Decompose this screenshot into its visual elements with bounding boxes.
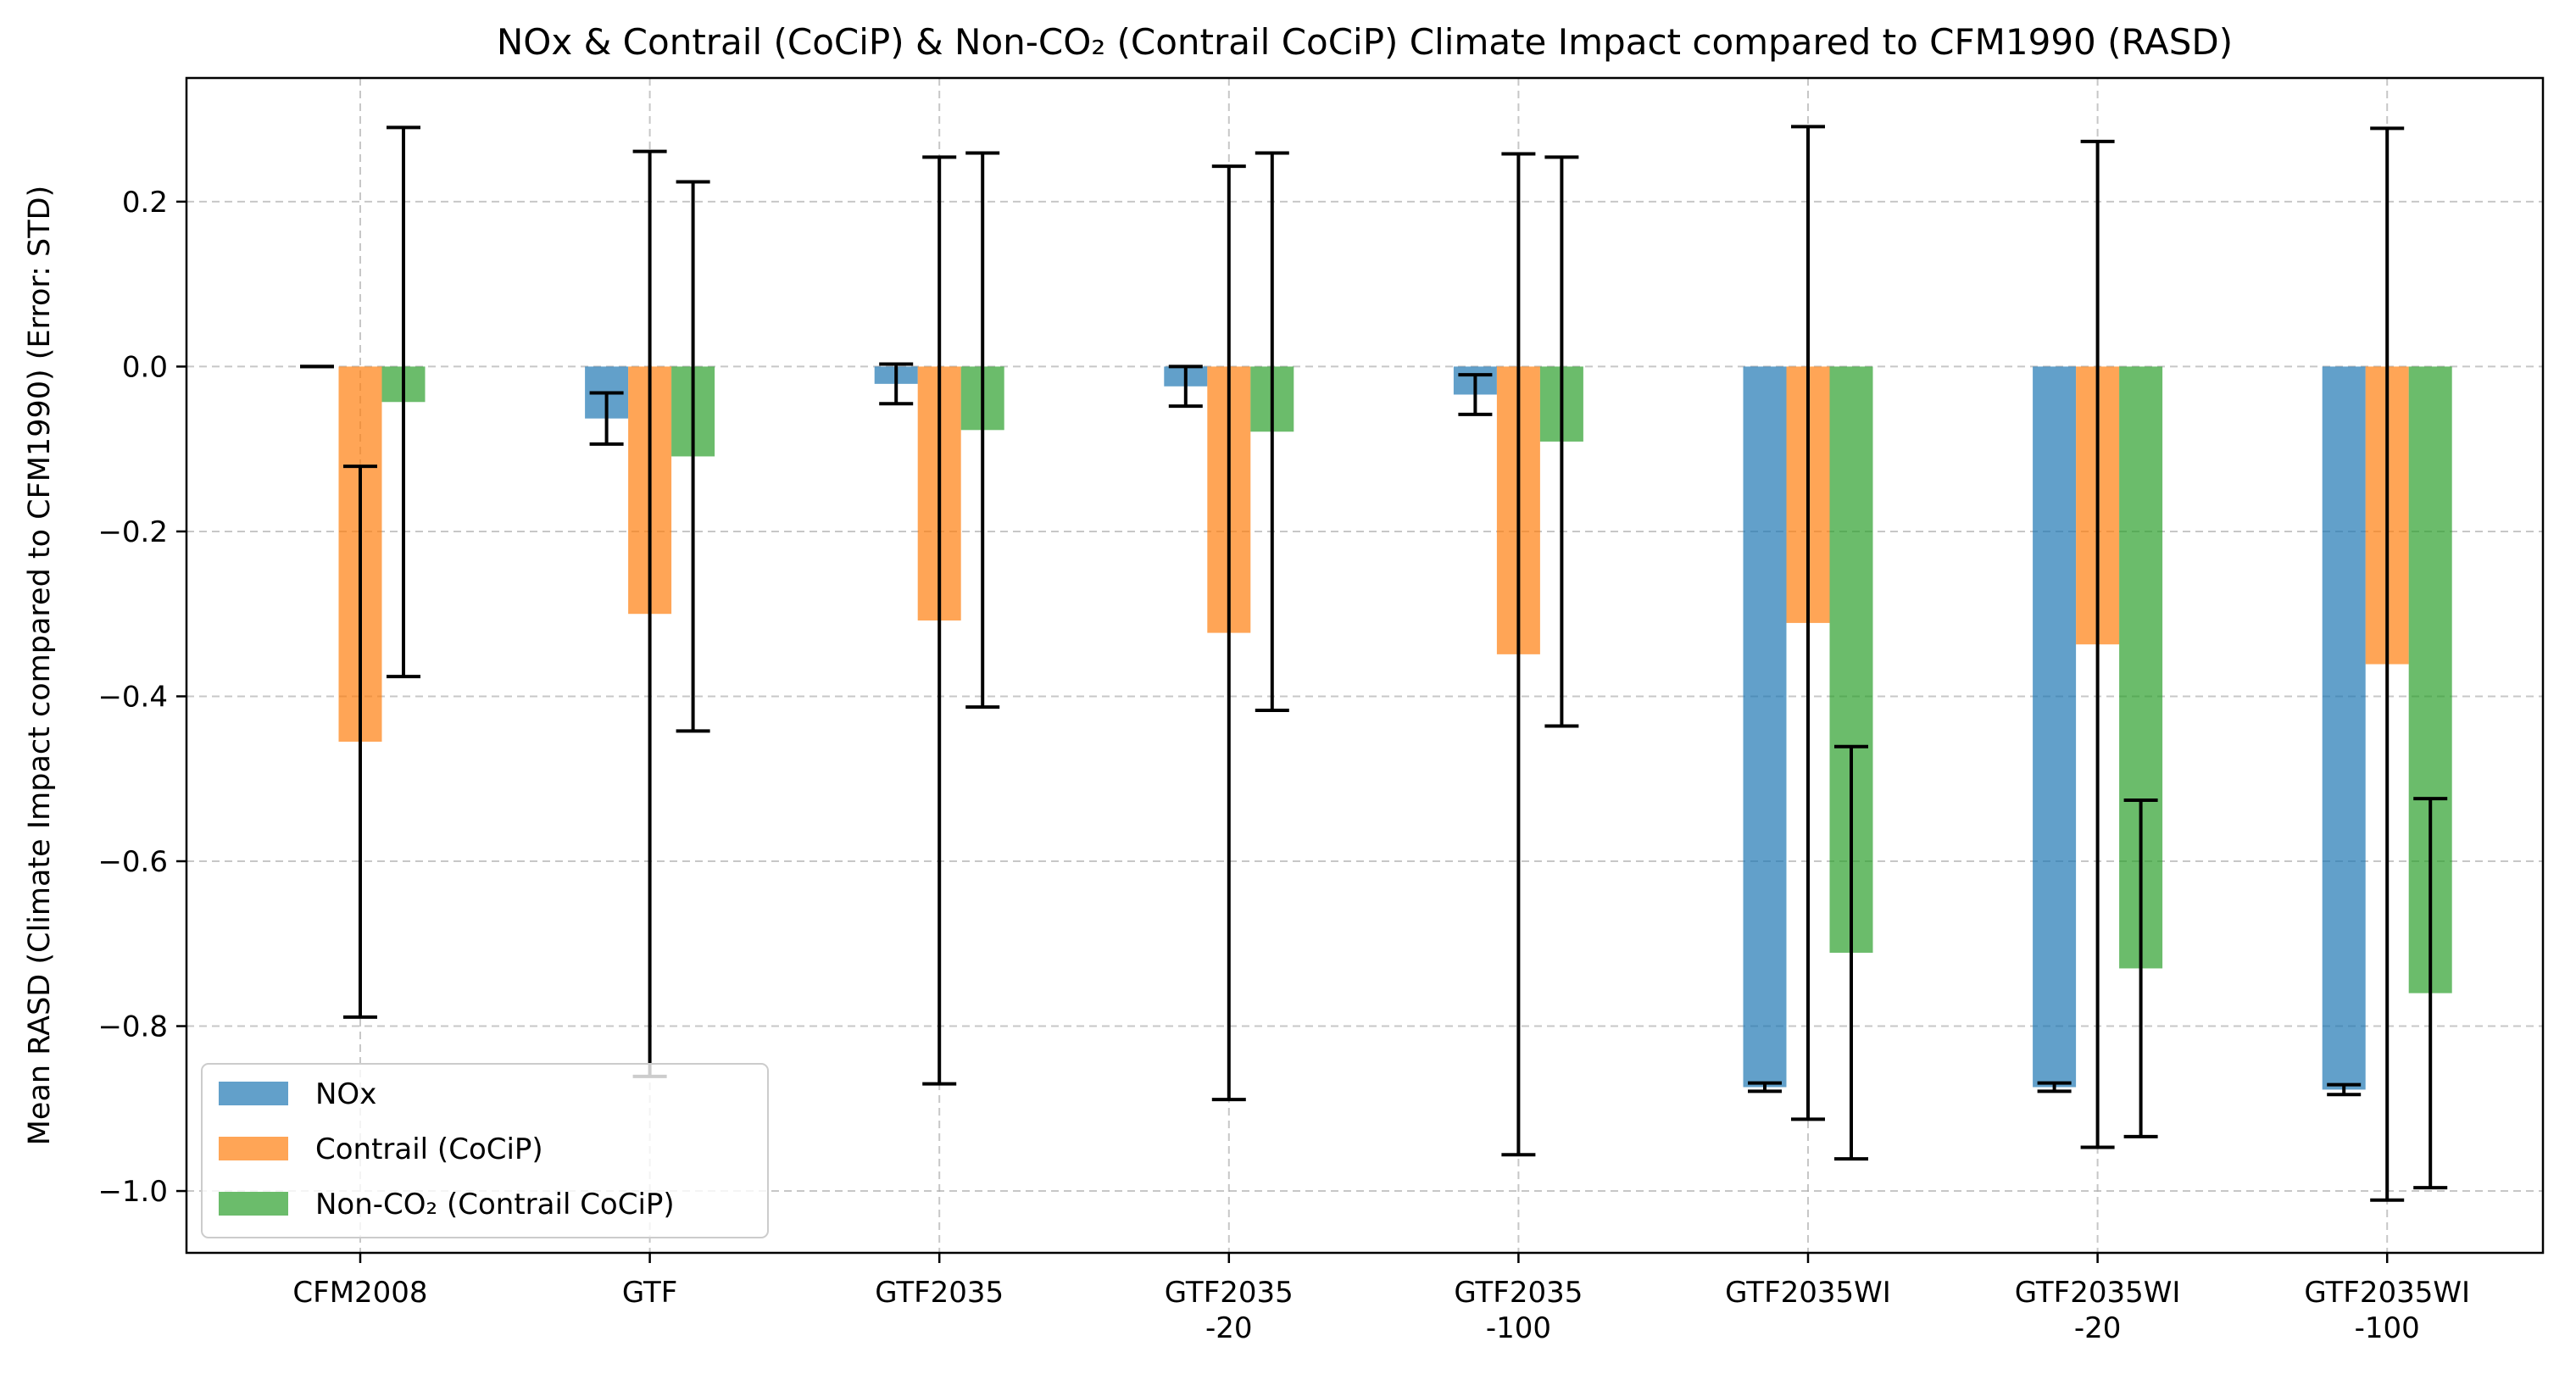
x-tick-label: GTF <box>622 1276 677 1310</box>
legend-label: NOx <box>315 1077 376 1111</box>
bar <box>2322 366 2366 1090</box>
y-tick-label: −0.6 <box>97 845 168 879</box>
y-axis: 0.2 0.0 −0.2 −0.4 −0.6 −0.8 −1.0 <box>97 186 186 1209</box>
x-tick-label: GTF2035 <box>1454 1276 1583 1310</box>
x-tick-label: GTF2035WI <box>2304 1276 2470 1310</box>
y-tick-label: 0.0 <box>122 350 168 384</box>
legend-swatch <box>219 1082 288 1105</box>
x-axis: CFM2008 GTF GTF2035 GTF2035-20GTF2035-100GT… <box>292 1253 2470 1345</box>
y-tick-label: −0.2 <box>97 515 168 549</box>
legend-swatch <box>219 1192 288 1216</box>
legend-label: Contrail (CoCiP) <box>315 1132 543 1166</box>
legend-box <box>201 1063 769 1238</box>
y-tick-label: −1.0 <box>97 1175 168 1209</box>
x-tick-label: -20 <box>2074 1311 2122 1345</box>
y-axis-label: Mean RASD (Climate Impact compared to CF… <box>23 186 57 1146</box>
x-tick-label: GTF2035 <box>1165 1276 1294 1310</box>
x-tick-label: GTF2035 <box>875 1276 1004 1310</box>
y-tick-label: 0.2 <box>122 186 168 220</box>
legend-swatch <box>219 1137 288 1160</box>
x-tick-label: -100 <box>2355 1311 2420 1345</box>
x-tick-label: GTF2035WI <box>1725 1276 1891 1310</box>
y-tick-label: −0.8 <box>97 1010 168 1044</box>
bar <box>2033 366 2077 1088</box>
bars <box>295 366 2452 1090</box>
x-tick-label: GTF2035WI <box>2015 1276 2181 1310</box>
x-tick-label: -100 <box>1486 1311 1551 1345</box>
plot-area-frame <box>185 76 2545 1255</box>
chart-title: NOx & Contrail (CoCiP) & Non-CO₂ (Contra… <box>497 21 2233 63</box>
legend[interactable]: NOx Contrail (CoCiP) Non-CO₂ (Contrail CoC… <box>201 1063 769 1238</box>
error-bars <box>300 125 2448 1202</box>
y-tick-label: −0.4 <box>97 680 168 714</box>
bar <box>1743 366 1787 1088</box>
x-tick-label: CFM2008 <box>292 1276 427 1310</box>
x-tick-label: -20 <box>1205 1311 1253 1345</box>
legend-label: Non-CO₂ (Contrail CoCiP) <box>315 1188 675 1221</box>
